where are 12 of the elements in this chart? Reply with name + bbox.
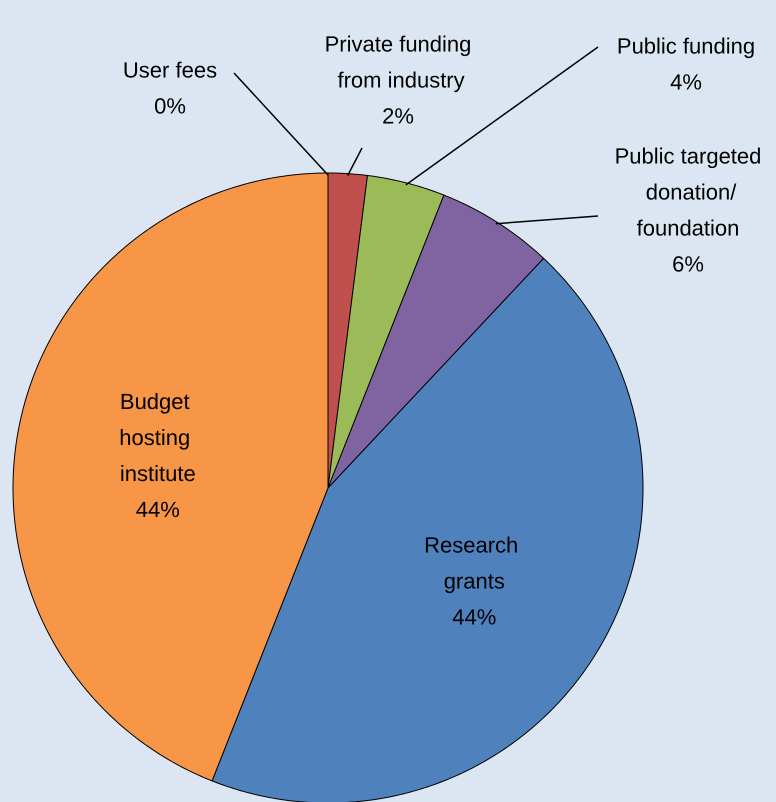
text: 0% (154, 94, 186, 118)
slice-label: Private funding from industry (324, 32, 472, 92)
data-label: 44% (452, 604, 496, 630)
data-label: 44% (136, 497, 180, 522)
slice-label: Budget hosting institute (119, 389, 196, 486)
slice-label: Public targeted donation/foundation (614, 144, 762, 240)
data-label: 4% (670, 70, 702, 94)
slice-label: Research grants (424, 532, 524, 594)
data-label: 2% (382, 104, 414, 128)
data-label: 6% (672, 252, 704, 276)
slice-label: Public funding (616, 34, 756, 58)
category-label: User fees (122, 58, 218, 82)
